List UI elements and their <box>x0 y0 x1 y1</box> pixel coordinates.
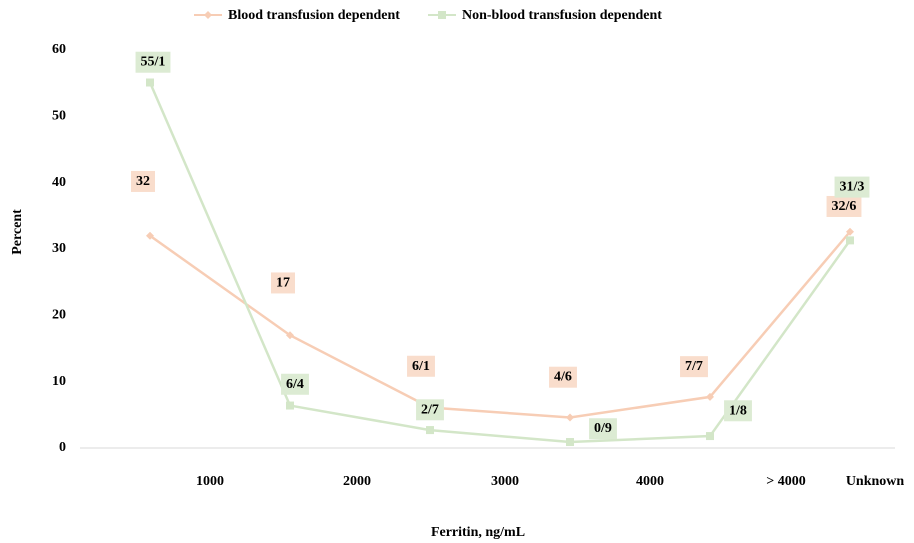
data-label-group: 6/4 <box>281 373 309 395</box>
data-label-bg <box>826 195 862 217</box>
data-label-group: 2/7 <box>416 399 444 421</box>
data-label: 7/7 <box>685 359 703 374</box>
data-label-group: 32 <box>131 170 155 192</box>
data-label: 6/4 <box>286 377 304 392</box>
legend-marker <box>438 11 446 19</box>
data-label-bg <box>271 272 295 294</box>
data-label: 1/8 <box>729 403 747 418</box>
data-label-bg <box>135 51 171 73</box>
data-label: 32 <box>136 174 150 189</box>
data-label-bg <box>680 356 708 378</box>
y-tick-label: 50 <box>52 109 66 124</box>
point <box>706 432 714 441</box>
data-label: 32/6 <box>832 199 857 214</box>
point <box>426 426 434 435</box>
data-label-bg <box>834 176 870 198</box>
data-label: 55/1 <box>141 55 166 70</box>
data-label-bg <box>131 170 155 192</box>
x-tick-label: > 4000 <box>766 474 805 489</box>
data-label-group: 4/6 <box>549 366 577 388</box>
data-label-group: 6/1 <box>407 355 435 377</box>
x-tick-label: 2000 <box>343 474 371 489</box>
y-tick-label: 40 <box>52 175 66 190</box>
point <box>286 401 294 410</box>
point <box>146 231 154 240</box>
data-label-bg <box>589 418 617 440</box>
data-label-group: 1/8 <box>724 400 752 422</box>
series-line <box>149 230 851 419</box>
data-label-group: 55/1 <box>135 51 171 73</box>
data-label-group: 17 <box>271 272 295 294</box>
point <box>286 331 294 340</box>
x-tick-label: 4000 <box>636 474 664 489</box>
legend-marker <box>204 11 212 19</box>
y-tick-label: 60 <box>52 42 66 57</box>
data-label-bg <box>407 355 435 377</box>
data-label: 17 <box>276 275 290 290</box>
point <box>846 236 854 245</box>
y-tick-label: 20 <box>52 308 66 323</box>
x-axis-title: Ferritin, ng/mL <box>431 525 525 540</box>
data-label-bg <box>416 399 444 421</box>
point <box>566 438 574 447</box>
data-label-bg <box>281 373 309 395</box>
data-label-group: 7/7 <box>680 356 708 378</box>
data-label-group: 31/3 <box>834 176 870 198</box>
y-tick-label: 0 <box>59 440 66 455</box>
x-tick-label: 3000 <box>491 474 519 489</box>
legend-label: Blood transfusion dependent <box>228 8 400 23</box>
y-tick-label: 30 <box>52 241 66 256</box>
data-label: 6/1 <box>412 359 430 374</box>
point <box>566 413 574 422</box>
data-label-bg <box>549 366 577 388</box>
data-label: 2/7 <box>421 402 439 417</box>
legend-label: Non-blood transfusion dependent <box>462 8 662 23</box>
data-label-bg <box>724 400 752 422</box>
point <box>846 227 854 236</box>
y-axis-title: Percent <box>10 209 25 255</box>
series-line <box>148 82 852 444</box>
data-label: 31/3 <box>840 180 865 195</box>
data-label: 4/6 <box>554 370 572 385</box>
data-label-group: 32/6 <box>826 195 862 217</box>
point <box>706 392 714 401</box>
x-tick-label: Unknown <box>846 474 905 489</box>
data-label: 0/9 <box>594 421 612 436</box>
data-label-group: 0/9 <box>589 418 617 440</box>
x-tick-label: 1000 <box>196 474 224 489</box>
point <box>146 78 154 87</box>
y-tick-label: 10 <box>52 374 66 389</box>
